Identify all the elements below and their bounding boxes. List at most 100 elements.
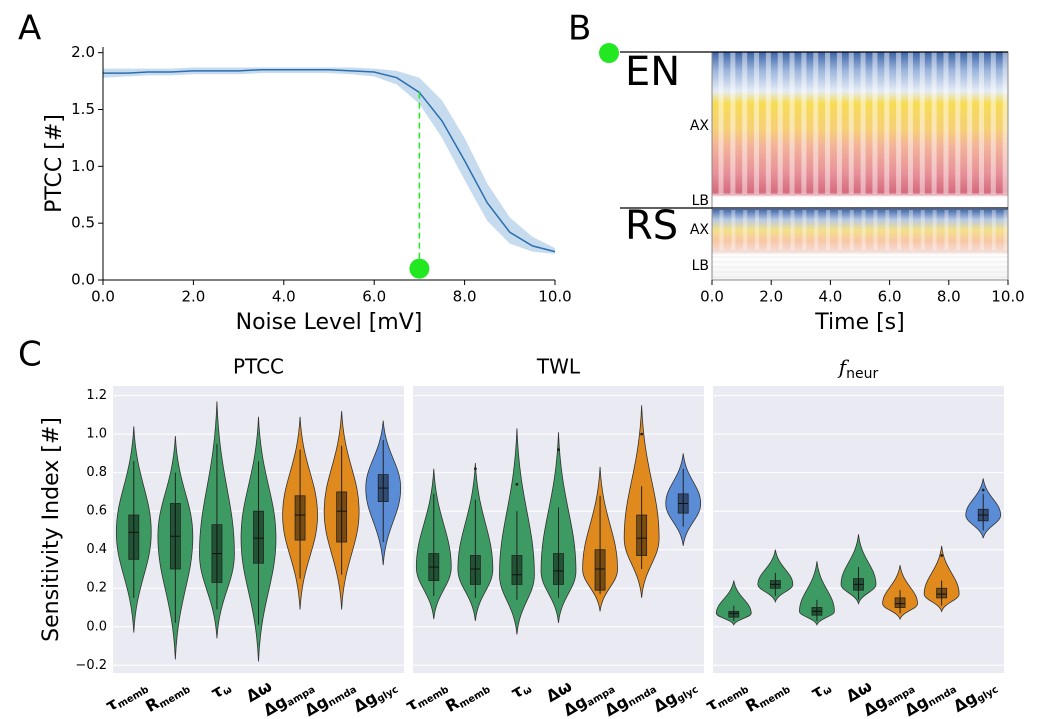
x-tick-label-subscript: glyc [675,684,700,705]
y-tick-label: 2.0 [71,43,95,61]
x-tick-label-subscript: glyc [975,684,1000,705]
outlier [515,482,519,486]
x-tick-label: 2.0 [759,288,783,306]
y-tick-label: 1.0 [71,157,95,175]
box [336,491,348,543]
x-tick-label: τmemb [702,676,751,716]
annotation-point [409,258,430,279]
x-tick-label: 6.0 [362,288,386,306]
raster-gap [814,210,819,250]
raster-gap [990,52,996,194]
raster-gap [801,52,807,194]
raster-gap [802,210,807,250]
box [128,514,140,560]
raster-gap [896,52,902,194]
x-tick-label: τω [807,676,834,704]
raster-gap [849,210,854,250]
panel-title-subscript: neur [846,366,878,382]
x-tick-label: Rmemb [142,676,193,717]
raster-gap [955,52,961,194]
y-tick-label: −0.2 [75,658,107,673]
x-tick-label: 8.0 [453,288,477,306]
x-axis-label: Time [s] [814,310,904,335]
box [553,553,564,585]
x-tick-label: Δgnmda [301,676,359,719]
x-tick-label: Rmemb [442,676,493,717]
x-tick-label: τω [207,676,234,704]
x-tick-label: Δgglyc [650,676,701,717]
raster-gap [861,210,866,250]
marker-dot [599,43,619,63]
raster-gap [826,210,831,250]
raster-gap [765,52,771,194]
raster-gap [777,52,783,194]
raster-gap [730,52,736,194]
y-tick-label: 0.0 [86,619,107,634]
y-tick-label: 0.0 [71,271,95,289]
raster-gap [742,52,748,194]
raster-gap [778,210,783,250]
panel-title: PTCC [233,355,284,379]
box [636,514,648,556]
plot-background [713,386,1004,673]
raster-gap [719,210,724,250]
x-tick-label-subscript: memb [757,684,792,711]
raster-gap [743,210,748,250]
row-label: AX [690,222,710,238]
raster-gap [873,210,878,250]
outlier [981,488,985,492]
x-tick-label: 2.0 [181,288,205,306]
x-tick-label-subscript: memb [157,684,192,711]
raster-gap [825,52,831,194]
box [728,610,740,618]
group-label: EN [625,49,680,95]
y-tick-label: 1.2 [86,388,107,403]
panel-label: C [18,335,42,375]
box [894,597,906,608]
raster-gap [766,210,771,250]
violin [799,561,835,626]
line [103,68,556,253]
box [469,555,481,585]
x-tick-label: 0.0 [700,288,724,306]
violin [923,545,960,613]
outlier [640,432,644,436]
raster-gap [920,210,925,250]
violin [715,580,752,626]
outlier [557,448,560,451]
x-tick-label: Δgglyc [950,676,1001,717]
outlier [473,467,477,471]
raster-image [712,52,1008,208]
x-tick-label: 4.0 [272,288,296,306]
row-label: LB [692,258,709,274]
y-tick-label: 0.4 [86,542,107,557]
panel-title: TWL [536,355,581,379]
box [594,549,606,591]
raster-gap [837,210,842,250]
x-tick-label: 10.0 [538,288,571,306]
raster-gap [968,210,973,250]
raster-gap [1002,52,1008,194]
raster-gap [884,52,890,194]
raster-gap [790,210,795,250]
panel-title: fneur [837,355,879,383]
raster-gap [1003,210,1008,250]
raster-gap [897,210,902,250]
raster-gap [848,52,854,194]
box [511,555,523,585]
y-axis-label: Sensitivity Index [#] [39,417,64,642]
y-tick-label: 0.5 [71,214,95,232]
raster-gap [860,52,866,194]
y-tick-label: 0.2 [86,581,107,596]
panel-label: A [18,9,41,49]
box [253,510,264,564]
raster-gap [813,52,819,194]
raster-gap [978,52,984,194]
raster-gap [754,52,760,194]
x-tick-label: 10.0 [991,288,1024,306]
raster-gap [932,210,937,250]
x-tick-label: Δgglyc [350,676,401,717]
x-tick-label-subscript: glyc [375,684,400,705]
